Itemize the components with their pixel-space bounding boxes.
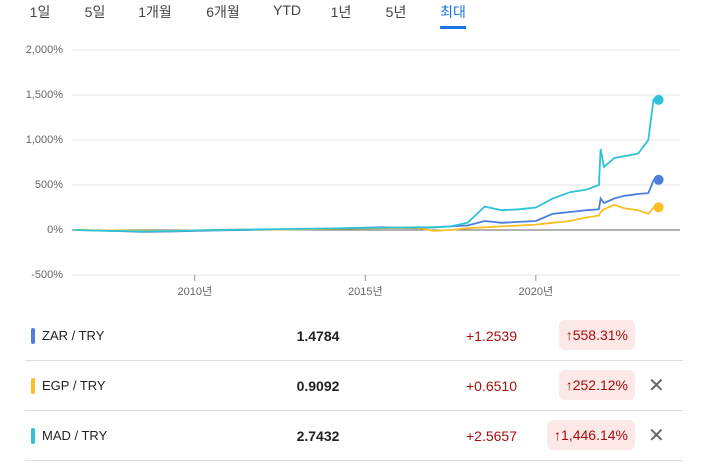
- up-arrow: ↑: [554, 427, 562, 443]
- pair-name: ZAR / TRY: [42, 328, 105, 343]
- end-dot: [653, 202, 664, 213]
- y-tick-label: 1,500%: [26, 89, 64, 101]
- percent: 252.12%: [572, 377, 628, 393]
- color-bar: [31, 378, 35, 394]
- series-line: [75, 178, 659, 233]
- percent: 1,446.14%: [561, 427, 628, 443]
- table-row: EGP / TRY 0.9092 +0.6510 ↑252.12% ✕: [25, 361, 683, 411]
- y-tick-label: -500%: [31, 269, 63, 281]
- remove-button[interactable]: ✕: [648, 375, 665, 397]
- up-arrow: ↑: [565, 377, 573, 393]
- y-tick-label: 500%: [35, 179, 63, 191]
- remove-button[interactable]: ✕: [648, 425, 665, 447]
- percent: 558.31%: [572, 327, 628, 343]
- y-tick-label: 1,000%: [26, 134, 64, 146]
- change: +1.2539: [466, 328, 517, 344]
- price: 1.4784: [296, 328, 340, 344]
- percent-pill: ↑252.12%: [558, 370, 635, 400]
- range-tab[interactable]: 1일: [29, 4, 51, 20]
- color-bar: [31, 428, 35, 444]
- range-tab[interactable]: 1년: [330, 4, 352, 20]
- range-tab[interactable]: 6개월: [206, 4, 240, 20]
- pair-name: EGP / TRY: [42, 378, 106, 393]
- up-arrow: ↑: [565, 327, 573, 343]
- series-line: [75, 98, 659, 233]
- pair-name: MAD / TRY: [42, 428, 108, 443]
- range-tab[interactable]: 1개월: [138, 4, 172, 20]
- percent-pill: ↑1,446.14%: [547, 420, 635, 450]
- price: 2.7432: [296, 428, 340, 444]
- range-tabs: 1일 5일 1개월 6개월 YTD 1년 5년 최대: [0, 0, 703, 29]
- x-tick-label: 2010년: [177, 285, 212, 298]
- price: 0.9092: [296, 378, 340, 394]
- range-tab[interactable]: 5년: [385, 4, 407, 20]
- color-bar: [31, 328, 35, 344]
- y-tick-label: 0%: [47, 224, 63, 236]
- range-tab[interactable]: 5일: [84, 4, 106, 20]
- change: +2.5657: [466, 428, 517, 444]
- x-tick-label: 2015년: [348, 285, 383, 298]
- chart: -500% 0% 500% 1,000% 1,500% 2,000% 2010년 2015년 2…: [26, 44, 680, 298]
- range-tab[interactable]: YTD: [273, 2, 301, 18]
- range-tab[interactable]: 최대: [440, 2, 466, 29]
- change: +0.6510: [466, 378, 517, 394]
- end-dot: [653, 94, 664, 105]
- end-dot: [653, 174, 664, 185]
- table-row: MAD / TRY 2.7432 +2.5657 ↑1,446.14% ✕: [25, 411, 683, 461]
- y-tick-label: 2,000%: [26, 44, 64, 56]
- x-tick-label: 2020년: [519, 285, 554, 298]
- percent-pill: ↑558.31%: [558, 320, 635, 350]
- table-row: ZAR / TRY 1.4784 +1.2539 ↑558.31%: [25, 311, 683, 361]
